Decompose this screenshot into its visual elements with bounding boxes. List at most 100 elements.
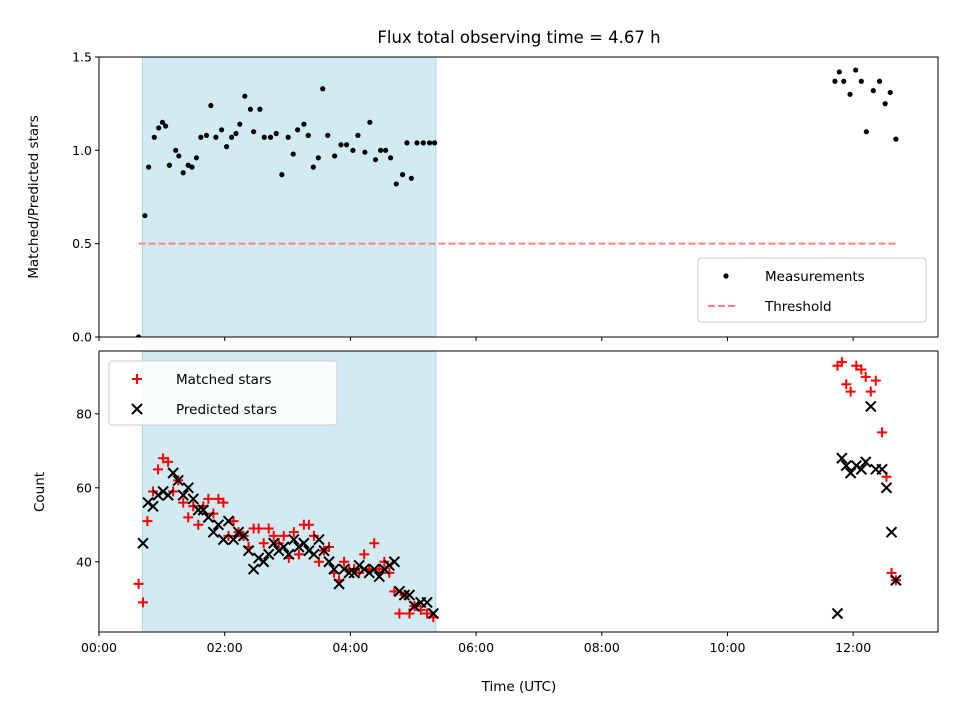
- bottom-series-1-point: [172, 474, 184, 487]
- top-series-0-point: [213, 134, 219, 140]
- bottom-series-1-point: [403, 589, 416, 601]
- bottom-series-0-point: [278, 530, 289, 541]
- bottom-series-1-point: [137, 537, 149, 549]
- top-series-0-point: [237, 121, 243, 127]
- top-series-0-point: [399, 172, 406, 178]
- bottom-series-0-point: [394, 608, 405, 619]
- bottom-series-0-point: [183, 512, 194, 523]
- top-series-0-point: [151, 134, 157, 140]
- bottom-series-0-point: [153, 464, 164, 475]
- bottom-panel: 40 60 80 00:00 02:00 04:00 06:00 08:00 10:00 12:0…: [76, 350, 939, 655]
- bottom-series-0-point: [263, 523, 274, 534]
- bottom-series-1-point: [328, 563, 340, 575]
- bottom-series-1-point: [212, 519, 225, 531]
- top-series-0-point: [836, 69, 842, 75]
- bottom-legend-label: Predicted stars: [176, 402, 277, 418]
- top-series-0-point: [404, 140, 410, 146]
- top-series-0-point: [251, 129, 257, 135]
- bottom-series-1-point: [885, 526, 898, 538]
- bottom-series-0-point: [213, 493, 224, 504]
- top-series-0-point: [193, 155, 200, 161]
- top-series-0-point: [432, 140, 438, 146]
- bottom-series-0-point: [374, 564, 385, 575]
- bottom-series-1-point: [237, 530, 250, 542]
- top-series-0-point: [393, 181, 399, 187]
- top-series-0-point: [420, 140, 426, 146]
- top-series-0-point: [189, 164, 195, 170]
- bottom-series-1-point: [840, 459, 852, 472]
- bottom-series-1-point: [268, 537, 280, 549]
- bottom-legend-label: Matched stars: [176, 372, 272, 388]
- bottom-series-1-point: [890, 574, 902, 586]
- bottom-series-0-point: [193, 519, 204, 530]
- bottom-series-0-point: [856, 364, 867, 375]
- bottom-series-1-point: [288, 533, 300, 546]
- top-y-tick-label: 0.0: [72, 330, 92, 345]
- top-series-0-point: [832, 78, 838, 84]
- bottom-series-0-point: [178, 497, 189, 508]
- bottom-series-0-point: [877, 427, 888, 438]
- bottom-y-tick-label: 40: [76, 554, 92, 569]
- bottom-series-1-point: [333, 578, 345, 590]
- bottom-series-0-point: [258, 538, 269, 549]
- bottom-data: [133, 357, 902, 623]
- bottom-y-tick-label: 60: [76, 480, 92, 495]
- top-series-0-point: [261, 134, 267, 140]
- top-series-0-point: [257, 106, 263, 112]
- top-series-0-point: [332, 153, 338, 159]
- top-series-0-point: [142, 213, 148, 219]
- bottom-series-1-point: [162, 489, 174, 501]
- bottom-series-1-point: [298, 537, 310, 549]
- top-series-0-point: [267, 134, 274, 140]
- top-y-tick-label: 0.5: [72, 236, 92, 251]
- bottom-x-tick-label: 06:00: [458, 640, 494, 655]
- top-series-0-point: [408, 175, 414, 181]
- bottom-series-1-point: [323, 556, 335, 568]
- top-series-0-point: [426, 140, 433, 146]
- bottom-series-1-point: [247, 563, 260, 575]
- bottom-series-1-point: [257, 556, 270, 568]
- top-series-0-point: [887, 89, 893, 96]
- bottom-x-tick-label: 08:00: [584, 640, 620, 655]
- top-series-0-point: [173, 147, 179, 153]
- bottom-series-1-point: [836, 452, 848, 464]
- top-series-0-point: [876, 78, 883, 84]
- bottom-series-1-point: [408, 600, 421, 612]
- bottom-series-0-point: [133, 578, 144, 589]
- top-panel: 0.0 0.5 1.0 1.5 Measurements Threshold: [72, 50, 939, 345]
- top-series-0-point: [414, 140, 420, 146]
- top-series-0-point: [242, 93, 248, 99]
- bottom-series-1-point: [373, 570, 386, 583]
- bottom-x-tick-label: 10:00: [709, 640, 745, 655]
- bottom-series-1-point: [348, 567, 360, 579]
- top-series-0-point: [315, 155, 321, 161]
- top-series-0-point: [176, 153, 182, 159]
- top-series-0-point: [203, 132, 210, 138]
- bottom-series-1-point: [343, 567, 355, 579]
- top-series-0-point: [841, 78, 847, 84]
- top-series-0-point: [218, 127, 225, 133]
- top-series-0-point: [320, 86, 326, 92]
- top-series-0-point: [223, 144, 230, 150]
- bottom-series-0-point: [218, 497, 229, 508]
- bottom-series-1-point: [192, 504, 205, 516]
- bottom-legend-swatch: [132, 374, 142, 384]
- bottom-series-0-point: [422, 608, 433, 619]
- bottom-series-1-point: [262, 548, 275, 561]
- top-y-axis-label: Matched/Predicted stars: [26, 115, 42, 278]
- top-series-0-point: [159, 119, 166, 125]
- bottom-series-0-point: [288, 527, 299, 538]
- top-series-0-point: [344, 142, 350, 148]
- bottom-series-1-point: [187, 493, 199, 505]
- bottom-series-0-point: [860, 371, 871, 382]
- bottom-series-1-point: [147, 500, 159, 512]
- bottom-series-0-point: [369, 538, 380, 549]
- bottom-series-0-point: [845, 386, 856, 397]
- bottom-series-1-point: [831, 607, 844, 620]
- top-series-0-point: [853, 67, 859, 73]
- top-legend-swatch: [723, 273, 729, 279]
- top-series-0-point: [163, 123, 169, 129]
- bottom-series-1-point: [222, 515, 235, 527]
- top-series-0-point: [377, 147, 384, 153]
- top-series-0-point: [858, 78, 864, 84]
